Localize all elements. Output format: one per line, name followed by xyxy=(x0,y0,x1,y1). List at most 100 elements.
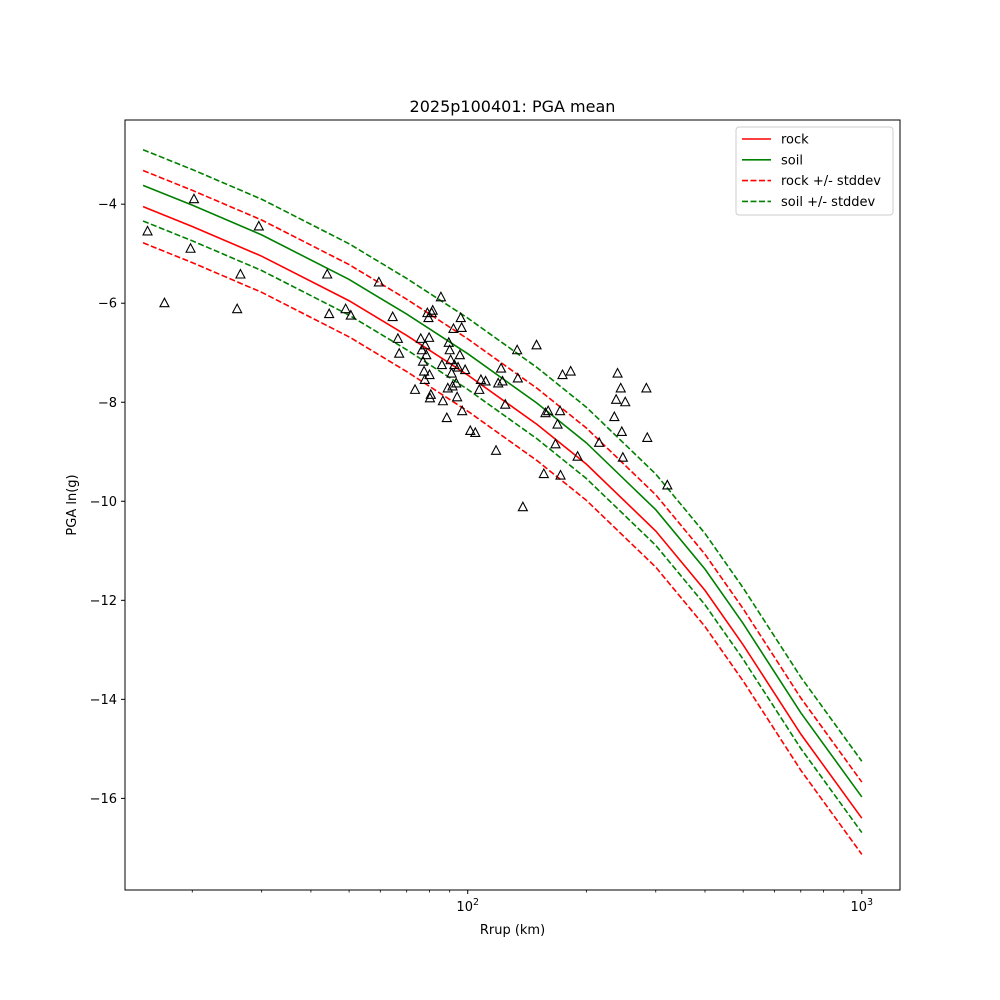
observation-point xyxy=(387,310,399,322)
series-line-3 xyxy=(142,242,863,855)
observation-point xyxy=(557,368,568,380)
series-line-5 xyxy=(142,220,863,834)
legend: rock soil rock +/- stddev soil +/- stddev xyxy=(735,126,894,216)
observation-point xyxy=(416,344,428,355)
observation-point xyxy=(542,404,554,416)
observation-point xyxy=(565,365,577,376)
plot-frame xyxy=(124,119,901,891)
observation-point xyxy=(447,380,458,391)
observation-point xyxy=(499,398,511,409)
observation-point xyxy=(450,377,462,388)
observation-point xyxy=(612,367,623,378)
observation-point xyxy=(473,383,485,394)
y-tick-label: −4 xyxy=(98,198,117,213)
observation-point xyxy=(423,331,435,342)
observation-point xyxy=(495,362,507,373)
observation-point xyxy=(444,344,456,355)
observation-point xyxy=(454,349,466,360)
observation-point xyxy=(456,404,468,416)
x-tick-label: 102 xyxy=(456,897,479,915)
observation-point xyxy=(253,220,265,231)
observation-point xyxy=(419,339,431,350)
observation-point xyxy=(142,225,153,236)
y-tick-label: −16 xyxy=(90,792,117,807)
observation-point xyxy=(185,242,196,253)
y-tick-label: −10 xyxy=(90,495,117,510)
y-tick-label: −6 xyxy=(98,297,117,312)
x-tick-label: 103 xyxy=(851,897,874,915)
observation-point xyxy=(511,344,523,355)
observation-point xyxy=(435,291,447,302)
observation-point xyxy=(617,451,629,462)
observation-point xyxy=(235,268,246,279)
observation-point xyxy=(619,396,631,407)
observation-point xyxy=(420,349,432,360)
observation-point xyxy=(497,375,508,386)
observation-point xyxy=(345,309,357,320)
x-axis-label: Rrup (km) xyxy=(480,923,545,938)
plot-area xyxy=(142,148,863,855)
observation-point xyxy=(492,377,504,388)
observation-point xyxy=(459,363,471,375)
observation-point xyxy=(446,367,457,378)
observation-point xyxy=(424,368,435,380)
observation-point xyxy=(441,411,453,423)
observation-point xyxy=(419,373,431,385)
observation-point xyxy=(231,302,243,314)
observation-point xyxy=(641,431,653,442)
observation-point xyxy=(448,322,459,334)
observation-point xyxy=(456,321,468,333)
observation-point xyxy=(393,347,405,358)
series-line-1 xyxy=(142,184,863,798)
observation-point xyxy=(480,375,491,386)
observation-point xyxy=(455,311,467,323)
observation-point xyxy=(373,276,385,287)
observation-point xyxy=(640,382,652,393)
observation-point xyxy=(392,332,404,343)
observation-point xyxy=(321,268,333,279)
observation-point xyxy=(340,302,352,314)
legend-label-3: soil +/- stddev xyxy=(781,195,876,210)
observation-point xyxy=(445,353,457,365)
series-line-2 xyxy=(142,169,863,783)
y-tick-label: −8 xyxy=(98,396,117,411)
observation-point xyxy=(436,358,448,370)
observation-point xyxy=(616,425,628,437)
observation-point xyxy=(608,410,620,422)
observation-point xyxy=(554,404,566,416)
y-axis-label: PGA ln(g) xyxy=(65,474,80,535)
observation-point xyxy=(323,307,335,319)
legend-label-1: soil xyxy=(781,153,803,168)
observation-point xyxy=(475,373,487,385)
observation-point xyxy=(159,297,170,308)
x-axis: 102 103 xyxy=(191,890,874,915)
observation-point xyxy=(417,355,429,366)
y-axis: −4 −6 −8 −10 −12 −14 −16 xyxy=(90,198,125,807)
observation-point xyxy=(423,311,434,323)
series-line-0 xyxy=(142,205,863,819)
observation-point xyxy=(661,479,673,490)
observation-point xyxy=(538,467,550,479)
legend-box xyxy=(735,126,894,216)
chart-title: 2025p100401: PGA mean xyxy=(410,97,616,116)
observation-point xyxy=(615,382,627,393)
observation-point xyxy=(517,501,529,512)
observation-point xyxy=(442,382,454,393)
y-tick-label: −14 xyxy=(90,693,117,708)
observation-point xyxy=(552,418,563,429)
observation-point xyxy=(469,426,481,438)
observation-point xyxy=(464,424,476,436)
observation-point xyxy=(512,372,524,383)
legend-label-2: rock +/- stddev xyxy=(781,174,881,189)
y-tick-label: −12 xyxy=(90,594,117,609)
series-line-4 xyxy=(142,148,863,762)
observation-point xyxy=(610,393,622,404)
observation-point xyxy=(572,450,583,461)
observation-point xyxy=(425,388,437,399)
observation-point xyxy=(451,391,463,402)
observation-point xyxy=(531,339,542,350)
observation-point xyxy=(550,438,561,449)
observation-point xyxy=(540,406,551,418)
observation-point xyxy=(427,304,439,315)
